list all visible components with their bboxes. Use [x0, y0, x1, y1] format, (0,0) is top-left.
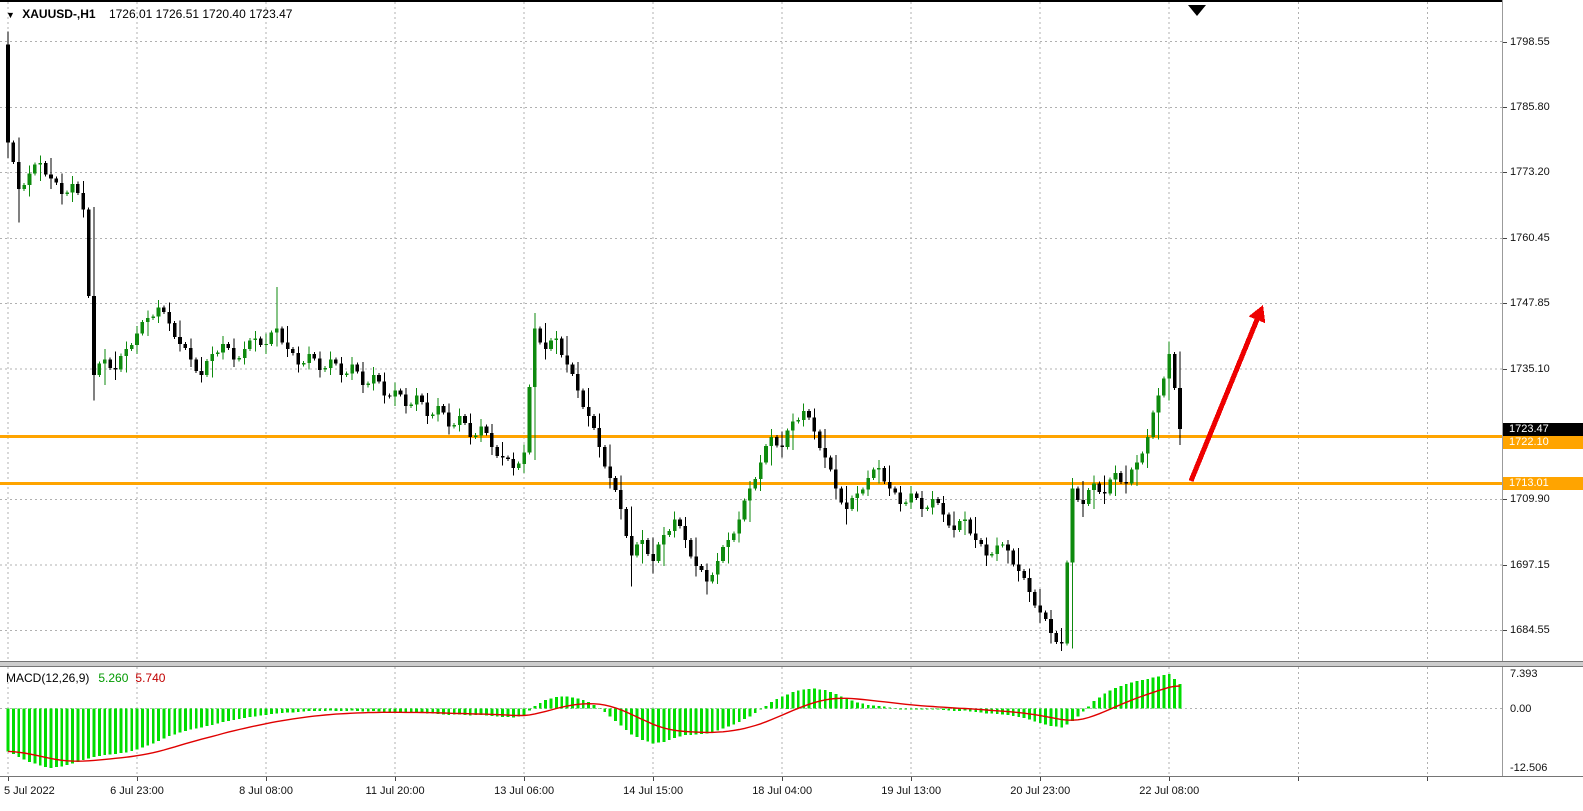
time-axis-tick [266, 777, 268, 781]
candlesticks [6, 31, 1182, 652]
chart-header: ▼ XAUUSD-,H1 1726.01 1726.51 1720.40 172… [6, 7, 292, 21]
price-axis-tick [1503, 172, 1507, 174]
price-axis-tick [1503, 369, 1507, 371]
time-axis-tick [653, 777, 655, 781]
price-axis-tick [1503, 499, 1507, 501]
time-axis-tick [1040, 777, 1042, 781]
macd-signal-line [7, 685, 1181, 762]
pane-divider[interactable] [0, 661, 1583, 667]
price-axis-label: 1798.55 [1510, 35, 1550, 48]
price-axis-tick [1503, 107, 1507, 109]
macd-axis-label: 0.00 [1510, 702, 1532, 715]
macd-axis-label: -12.506 [1510, 761, 1548, 774]
time-axis-label: 14 Jul 15:00 [623, 785, 684, 797]
macd-histogram [6, 673, 1182, 768]
macd-axis[interactable]: 7.393 0.00 -12.506 [1502, 667, 1583, 776]
time-axis-tick [8, 777, 9, 781]
time-axis-label: 20 Jul 23:00 [1010, 785, 1071, 797]
main-price-pane[interactable]: ▼ XAUUSD-,H1 1726.01 1726.51 1720.40 172… [0, 0, 1502, 661]
time-axis-tick [137, 777, 138, 781]
price-axis-tick [1503, 565, 1507, 567]
collapse-trade-panel-icon[interactable]: ▼ [6, 10, 15, 20]
price-axis-label: 1709.90 [1510, 493, 1550, 506]
time-axis-tick [524, 777, 526, 781]
time-axis-tick [395, 777, 397, 781]
support-resistance-lines[interactable] [0, 434, 1502, 485]
price-axis-label: 1684.55 [1510, 624, 1550, 637]
time-axis-tick [1298, 777, 1300, 781]
time-axis-tick [782, 777, 784, 781]
support-price-tag: 1713.01 [1503, 476, 1583, 490]
time-axis-label: 6 Jul 23:00 [110, 785, 164, 797]
price-axis-label: 1735.10 [1510, 363, 1550, 376]
ohlc-values: 1726.01 1726.51 1720.40 1723.47 [108, 7, 293, 21]
price-axis-tick [1503, 238, 1507, 240]
current-price-tag: 1723.47 [1503, 422, 1583, 436]
time-axis-tick [911, 777, 913, 781]
triangle-marker-icon[interactable] [1188, 5, 1206, 16]
symbol-timeframe-label: XAUUSD-,H1 [22, 7, 96, 21]
price-axis-label: 1747.85 [1510, 297, 1550, 310]
time-axis-label: 8 Jul 08:00 [239, 785, 293, 797]
macd-chart-canvas[interactable] [0, 667, 1502, 776]
time-axis-label: 18 Jul 04:00 [752, 785, 813, 797]
macd-signal-value: 5.740 [135, 671, 166, 685]
time-axis-label: 11 Jul 20:00 [365, 785, 425, 797]
price-axis[interactable]: 1723.47 1722.10 1713.01 1798.55 1785.80 17… [1502, 0, 1583, 661]
trend-arrow[interactable] [1188, 305, 1266, 482]
time-axis-label: 22 Jul 08:00 [1139, 785, 1200, 797]
price-axis-label: 1773.20 [1510, 166, 1550, 179]
macd-indicator-pane[interactable]: MACD(12,26,9) 5.260 5.740 [0, 667, 1502, 776]
price-axis-tick [1503, 630, 1507, 632]
time-axis-label: 5 Jul 2022 [4, 785, 55, 797]
time-axis-tick [1427, 777, 1429, 781]
grid-lines [0, 2, 1502, 661]
time-axis-label: 19 Jul 13:00 [881, 785, 942, 797]
macd-name: MACD(12,26,9) [6, 671, 90, 685]
price-axis-label: 1760.45 [1510, 232, 1550, 245]
macd-axis-label: 7.393 [1510, 667, 1538, 680]
macd-indicator-label: MACD(12,26,9) 5.260 5.740 [6, 671, 165, 685]
time-axis-tick [1169, 777, 1171, 781]
price-axis-tick [1503, 41, 1507, 43]
time-axis[interactable]: 5 Jul 2022 6 Jul 23:00 8 Jul 08:00 11 Jul 2… [0, 776, 1583, 811]
price-axis-tick [1503, 303, 1507, 305]
time-axis-label: 13 Jul 06:00 [494, 785, 555, 797]
macd-main-value: 5.260 [98, 671, 129, 685]
price-axis-label: 1785.80 [1510, 101, 1550, 114]
macd-grid-lines [0, 667, 1502, 776]
price-axis-label: 1697.15 [1510, 559, 1550, 572]
price-chart-canvas[interactable] [0, 2, 1502, 661]
resistance-price-tag: 1722.10 [1503, 435, 1583, 449]
